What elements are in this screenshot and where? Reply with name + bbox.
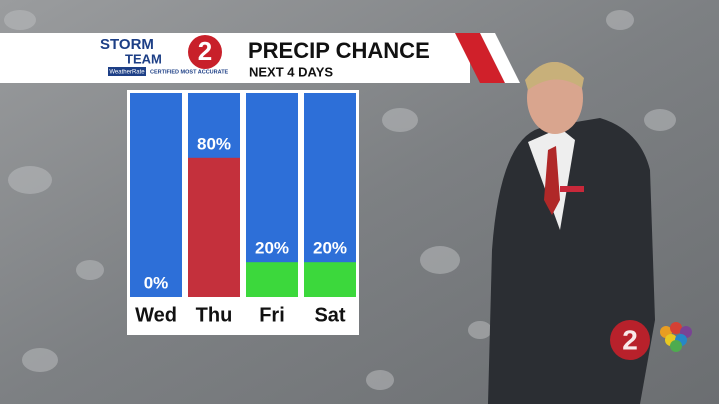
x-tick-label: Fri bbox=[259, 304, 285, 326]
value-label: 0% bbox=[144, 273, 169, 292]
category-box bbox=[130, 297, 182, 332]
x-tick-label: Wed bbox=[135, 304, 177, 326]
header-slash-edge bbox=[480, 33, 520, 83]
x-tick-label: Thu bbox=[196, 304, 233, 326]
category-box bbox=[304, 297, 356, 332]
brand-circle bbox=[188, 35, 222, 69]
header-slash bbox=[455, 33, 505, 83]
brand-channel: 2 bbox=[198, 36, 212, 66]
brand-team: TEAM bbox=[125, 51, 162, 66]
bar bbox=[188, 157, 240, 297]
station-bug bbox=[610, 320, 650, 360]
raindrops bbox=[4, 10, 676, 390]
peacock-logo bbox=[660, 322, 692, 352]
category-box bbox=[188, 297, 240, 332]
bar-column bbox=[130, 93, 182, 297]
header-bar bbox=[0, 33, 470, 83]
value-label: 80% bbox=[197, 134, 231, 153]
brand-rating-box bbox=[108, 67, 146, 76]
value-label: 20% bbox=[313, 239, 347, 258]
brand-certified: CERTIFIED MOST ACCURATE bbox=[150, 69, 229, 75]
station-bug-channel: 2 bbox=[622, 324, 638, 355]
bar bbox=[304, 262, 356, 297]
x-tick-label: Sat bbox=[314, 304, 345, 326]
brand-storm: STORM bbox=[100, 36, 154, 53]
bar bbox=[246, 262, 298, 297]
brand-rating: WeatherRate bbox=[109, 70, 145, 76]
chart-title: PRECIP CHANCE bbox=[248, 38, 430, 63]
value-label: 20% bbox=[255, 239, 289, 258]
chart-subtitle: NEXT 4 DAYS bbox=[249, 64, 333, 79]
category-box bbox=[246, 297, 298, 332]
